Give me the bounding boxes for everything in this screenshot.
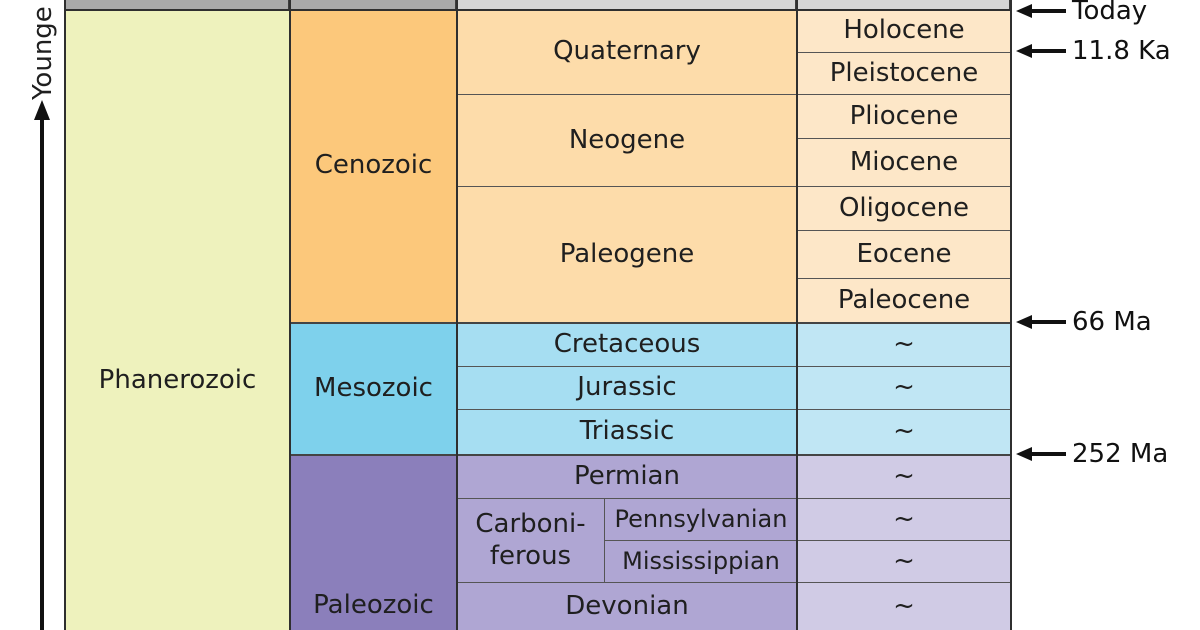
epoch-label: Eocene xyxy=(856,238,952,269)
period-label-line2: ferous xyxy=(489,540,572,571)
epoch-placeholder: ~ xyxy=(893,372,915,403)
period-quaternary: Quaternary xyxy=(457,10,797,94)
epoch-devonian: ~ xyxy=(797,582,1011,630)
subperiod-label: Pennsylvanian xyxy=(614,505,788,534)
epoch-permian: ~ xyxy=(797,454,1011,498)
epoch-placeholder: ~ xyxy=(893,503,915,534)
period-label: Permian xyxy=(574,461,680,492)
marker-holocene-start: 11.8 Ka xyxy=(1016,36,1171,66)
epoch-mississippian: ~ xyxy=(797,540,1011,582)
period-label: Quaternary xyxy=(553,36,701,67)
period-triassic: Triassic xyxy=(457,409,797,454)
arrow-left-icon xyxy=(1016,447,1066,461)
period-label: Cretaceous xyxy=(553,329,701,360)
header-bottom-line xyxy=(64,9,1012,11)
epoch-label: Pleistocene xyxy=(829,57,979,88)
epoch-placeholder: ~ xyxy=(893,545,915,576)
marker-label: 252 Ma xyxy=(1072,439,1169,469)
epoch-placeholder: ~ xyxy=(893,461,915,492)
epoch-holocene: Holocene xyxy=(797,10,1011,52)
epoch-pliocene: Pliocene xyxy=(797,94,1011,138)
epoch-eocene: Eocene xyxy=(797,230,1011,278)
subperiod-label: Mississippian xyxy=(622,547,780,576)
period-label: Triassic xyxy=(579,416,675,447)
marker-label: 11.8 Ka xyxy=(1072,36,1171,66)
marker-label: 66 Ma xyxy=(1072,307,1152,337)
epoch-triassic: ~ xyxy=(797,409,1011,454)
era-label: Mesozoic xyxy=(314,373,433,404)
arrow-left-icon xyxy=(1016,4,1066,18)
marker-label: Today xyxy=(1072,0,1148,26)
period-label: Paleogene xyxy=(559,238,695,269)
period-label-line1: Carboni- xyxy=(475,509,586,540)
period-cretaceous: Cretaceous xyxy=(457,322,797,366)
epoch-placeholder: ~ xyxy=(893,329,915,360)
epoch-pennsylvanian: ~ xyxy=(797,498,1011,540)
era-label: Cenozoic xyxy=(314,150,433,181)
time-axis-arrow-icon xyxy=(34,100,50,630)
epoch-miocene: Miocene xyxy=(797,138,1011,186)
axis-label: Younge xyxy=(28,6,58,100)
era-mesozoic: Mesozoic xyxy=(290,322,457,454)
epoch-label: Holocene xyxy=(843,15,965,46)
epoch-oligocene: Oligocene xyxy=(797,186,1011,230)
divider-left xyxy=(64,0,66,630)
period-paleogene: Paleogene xyxy=(457,186,797,322)
divider-right xyxy=(1010,0,1012,630)
divider-eon-era xyxy=(289,0,291,630)
epoch-placeholder: ~ xyxy=(893,416,915,447)
era-label: Paleozoic xyxy=(313,590,434,620)
divider-period-epoch xyxy=(796,0,798,630)
arrow-left-icon xyxy=(1016,315,1066,329)
period-label: Neogene xyxy=(568,124,686,155)
eon-label: Phanerozoic xyxy=(98,365,257,395)
epoch-placeholder: ~ xyxy=(893,590,915,621)
period-label: Devonian xyxy=(565,590,689,621)
epoch-label: Oligocene xyxy=(838,192,970,223)
epoch-pleistocene: Pleistocene xyxy=(797,52,1011,94)
subperiod-pennsylvanian: Pennsylvanian xyxy=(604,498,797,540)
period-devonian: Devonian xyxy=(457,582,797,630)
epoch-label: Pliocene xyxy=(849,100,959,131)
epoch-jurassic: ~ xyxy=(797,366,1011,409)
period-carboniferous: Carboni- ferous xyxy=(457,498,604,582)
marker-mesozoic-start: 252 Ma xyxy=(1016,439,1168,469)
epoch-cretaceous: ~ xyxy=(797,322,1011,366)
era-cenozoic: Cenozoic xyxy=(290,10,457,322)
divider-era-period xyxy=(456,0,458,630)
period-jurassic: Jurassic xyxy=(457,366,797,409)
epoch-paleocene: Paleocene xyxy=(797,278,1011,322)
arrow-left-icon xyxy=(1016,44,1066,58)
period-label: Jurassic xyxy=(577,372,677,403)
subperiod-mississippian: Mississippian xyxy=(604,540,797,582)
era-paleozoic: Paleozoic xyxy=(290,454,457,630)
marker-today: Today xyxy=(1016,0,1147,26)
epoch-label: Miocene xyxy=(849,146,959,177)
eon-phanerozoic: Phanerozoic xyxy=(65,10,290,630)
period-neogene: Neogene xyxy=(457,94,797,186)
period-permian: Permian xyxy=(457,454,797,498)
epoch-label: Paleocene xyxy=(837,284,971,315)
marker-cenozoic-start: 66 Ma xyxy=(1016,307,1152,337)
